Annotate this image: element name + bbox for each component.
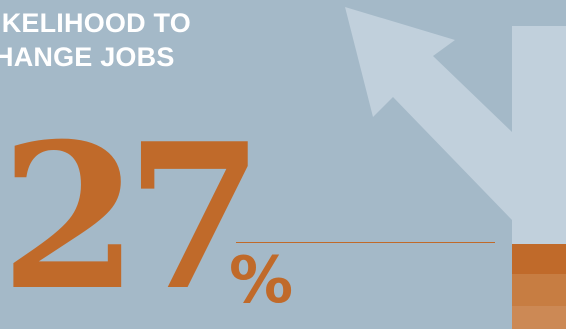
arrow-shaft (512, 26, 566, 244)
arrow-head (345, 7, 512, 220)
divider-line (236, 242, 495, 243)
headline-line-1: IKELIHOOD TO (0, 8, 191, 38)
bar-segment-1 (512, 244, 566, 274)
stat-unit: % (229, 244, 294, 318)
bar-segment-2 (512, 274, 566, 306)
headline: IKELIHOOD TO HANGE JOBS (0, 6, 191, 74)
bar-segment-3 (512, 306, 566, 329)
stat-value: 27 (0, 100, 264, 329)
headline-line-2: HANGE JOBS (0, 42, 175, 72)
